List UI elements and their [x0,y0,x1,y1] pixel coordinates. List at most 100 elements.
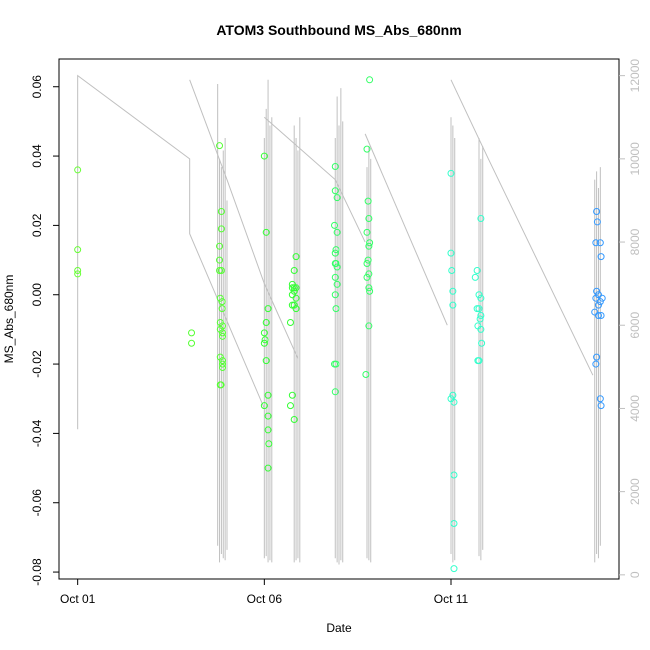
x-tick-label: Oct 06 [247,592,283,606]
data-point [475,291,483,299]
data-point [290,266,298,274]
data-point [477,325,485,333]
data-point [364,197,372,205]
data-point [217,225,225,233]
data-point [217,208,225,216]
data-point [332,360,340,368]
secondary-line-segment [189,79,299,359]
data-point [450,520,458,528]
chart-title: ATOM3 Southbound MS_Abs_680nm [216,22,461,38]
y-tick-label: 0.04 [30,144,44,168]
data-point [288,284,296,292]
data-point [449,391,457,399]
data-point [593,218,601,226]
data-point [74,270,82,278]
data-point [219,360,227,368]
data-point [260,152,268,160]
data-point [262,318,270,326]
data-point [592,360,600,368]
data-point [450,565,458,573]
points-layer [74,76,606,573]
data-point [363,273,371,281]
y-tick-label: 0.00 [30,283,44,307]
data-point [333,194,341,202]
data-point [333,228,341,236]
data-point [331,249,339,257]
data-point [591,308,599,316]
y-axis-label: MS_Abs_680nm [2,275,16,364]
data-point [447,249,455,257]
data-point [216,318,224,326]
y2-tick-label: 12000 [628,59,642,93]
data-point [216,325,224,333]
axes-layer: -0.08 -0.06 -0.04 -0.02 0.00 0.02 0.04 0.06 0 200… [30,58,642,606]
data-point [292,305,300,313]
data-point [216,142,224,150]
data-point [260,339,268,347]
y2-tick-label: 10000 [628,142,642,176]
data-point [219,364,227,372]
y2-tick-label: 6000 [628,312,642,339]
data-point [365,270,373,278]
data-point [219,332,227,340]
data-point [363,228,371,236]
data-point [597,402,605,410]
data-point [598,294,606,302]
data-point [475,305,483,313]
data-point [476,315,484,323]
data-point [262,228,270,236]
data-point [218,298,226,306]
data-point [366,287,374,295]
data-point [593,287,601,295]
data-point [262,357,270,365]
data-point [188,339,196,347]
secondary-line-layer [77,74,601,565]
data-point [333,280,341,288]
data-point [219,357,227,365]
y-tick-label: 0.02 [30,213,44,237]
data-point [264,391,272,399]
y-tick-label: -0.04 [30,419,44,447]
x-tick-label: Oct 11 [434,592,469,606]
data-point [219,322,227,330]
data-point [477,294,485,302]
data-point [597,253,605,261]
data-point [288,280,296,288]
data-point [365,284,373,292]
data-point [364,256,372,264]
data-point [260,402,268,410]
data-point [216,266,224,274]
data-point [477,312,485,320]
data-point [74,246,82,254]
data-point [292,294,300,302]
y-tick-label: -0.02 [30,350,44,378]
data-point [365,322,373,330]
data-point [333,263,341,271]
data-point [332,305,340,313]
data-point [331,162,339,170]
data-point [216,242,224,250]
data-point [332,246,340,254]
secondary-line-segment [77,74,265,430]
data-point [188,329,196,337]
data-point [471,273,479,281]
data-point [365,214,373,222]
y-tick-label: -0.06 [30,489,44,517]
data-point [264,426,272,434]
y2-tick-label: 8000 [628,228,642,255]
data-point [366,76,374,84]
y-tick-label: -0.08 [30,558,44,586]
data-point [290,284,298,292]
data-point [264,305,272,313]
y2-tick-label: 4000 [628,395,642,422]
data-point [288,391,296,399]
data-point [331,221,339,229]
data-point [286,318,294,326]
data-point [597,312,605,320]
data-point [473,305,481,313]
data-point [217,266,225,274]
data-point [448,266,456,274]
data-point [593,208,601,216]
data-point [362,370,370,378]
